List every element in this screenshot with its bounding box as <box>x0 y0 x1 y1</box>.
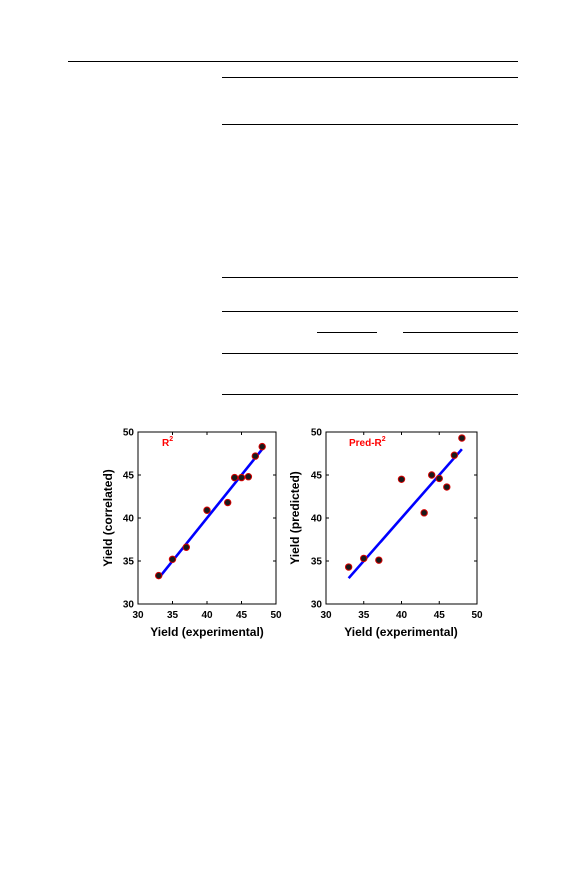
y-tick-label: 30 <box>123 600 135 611</box>
scatter-plot-correlated: R2 Yield (experimental) Yield (correlate… <box>101 428 282 640</box>
data-point <box>224 498 232 507</box>
data-point <box>428 471 436 479</box>
y-tick-label: 45 <box>311 471 323 482</box>
x-tick-label: 45 <box>236 610 248 621</box>
data-point <box>244 473 253 481</box>
x-axis-title: Yield (experimental) <box>344 625 458 639</box>
y-axis-title: Yield (predicted) <box>288 471 302 565</box>
data-point <box>230 473 239 482</box>
r2-annotation: R2 <box>162 436 173 449</box>
data-point <box>203 506 211 514</box>
data-point <box>344 563 353 571</box>
data-point <box>168 555 177 563</box>
y-tick-label: 35 <box>123 557 135 568</box>
x-tick-label: 50 <box>270 610 282 621</box>
x-tick-label: 45 <box>434 610 446 621</box>
x-tick-label: 50 <box>471 610 483 621</box>
data-point <box>375 556 383 564</box>
fit-line <box>157 448 264 580</box>
fit-line <box>347 448 463 580</box>
data-point <box>360 554 368 563</box>
y-tick-label: 50 <box>123 428 135 439</box>
data-point <box>155 571 163 580</box>
table-rule <box>222 77 518 78</box>
y-tick-label: 50 <box>311 428 323 439</box>
table-rule <box>222 353 518 354</box>
scatter-plot-predicted: Pred-R2 Yield (experimental) Yield (pred… <box>288 428 483 640</box>
table-rule <box>222 277 518 278</box>
table-subrule <box>403 332 518 333</box>
data-point <box>258 442 266 451</box>
data-point <box>435 474 443 483</box>
x-tick-label: 35 <box>358 610 370 621</box>
page-header-rule <box>68 61 518 62</box>
pred-r2-annotation: Pred-R2 <box>349 436 386 449</box>
data-point <box>450 451 459 459</box>
data-point <box>420 509 428 517</box>
x-tick-label: 30 <box>320 610 332 621</box>
y-tick-label: 30 <box>311 600 323 611</box>
x-axis-title: Yield (experimental) <box>150 625 264 639</box>
data-point <box>251 452 260 460</box>
y-tick-label: 35 <box>311 557 323 568</box>
y-tick-label: 40 <box>123 514 135 525</box>
data-point <box>182 543 191 551</box>
y-tick-label: 45 <box>123 471 135 482</box>
data-point <box>237 473 246 482</box>
x-tick-label: 30 <box>132 610 144 621</box>
table-rule <box>222 311 518 312</box>
table-rule <box>222 394 518 395</box>
data-point <box>458 434 466 442</box>
data-point <box>443 483 451 491</box>
table-subrule <box>317 332 377 333</box>
table-rule <box>222 124 518 125</box>
x-tick-label: 40 <box>201 610 213 621</box>
y-tick-label: 40 <box>311 514 323 525</box>
data-point <box>397 475 406 483</box>
x-tick-label: 35 <box>167 610 179 621</box>
x-tick-label: 40 <box>396 610 408 621</box>
y-axis-title: Yield (correlated) <box>101 469 115 567</box>
